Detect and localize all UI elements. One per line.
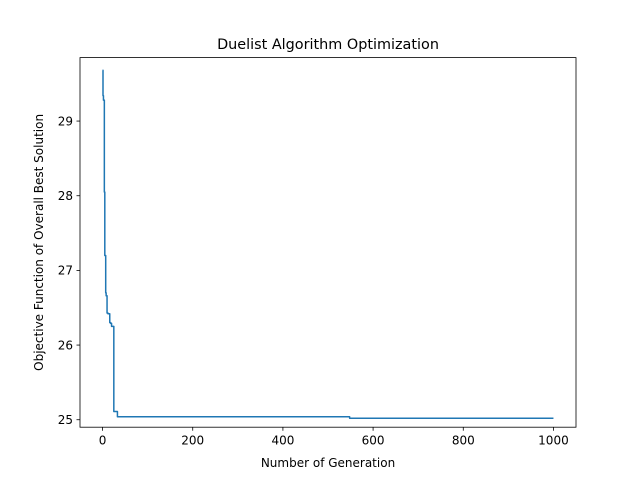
x-tick-label: 400 xyxy=(271,434,294,448)
plot-frame xyxy=(79,57,577,428)
plot-area xyxy=(80,57,576,428)
x-tick-label: 0 xyxy=(99,434,107,448)
x-tick-label: 600 xyxy=(362,434,385,448)
y-tick-label: 28 xyxy=(58,189,73,203)
y-tick-label: 29 xyxy=(58,114,73,128)
y-axis-label: Objective Function of Overall Best Solut… xyxy=(32,114,46,371)
x-axis-ticks: 0 200 400 600 800 1000 xyxy=(99,427,569,448)
x-tick-label: 200 xyxy=(181,434,204,448)
chart-title: Duelist Algorithm Optimization xyxy=(217,37,439,53)
y-tick-label: 25 xyxy=(58,413,73,427)
y-tick-label: 27 xyxy=(58,264,73,278)
x-tick-label: 800 xyxy=(452,434,475,448)
x-axis-label: Number of Generation xyxy=(261,456,395,470)
y-axis-ticks: 25 26 27 28 29 xyxy=(58,114,80,427)
y-tick-label: 26 xyxy=(58,338,73,352)
series-line xyxy=(102,69,554,419)
x-tick-label: 1000 xyxy=(538,434,569,448)
